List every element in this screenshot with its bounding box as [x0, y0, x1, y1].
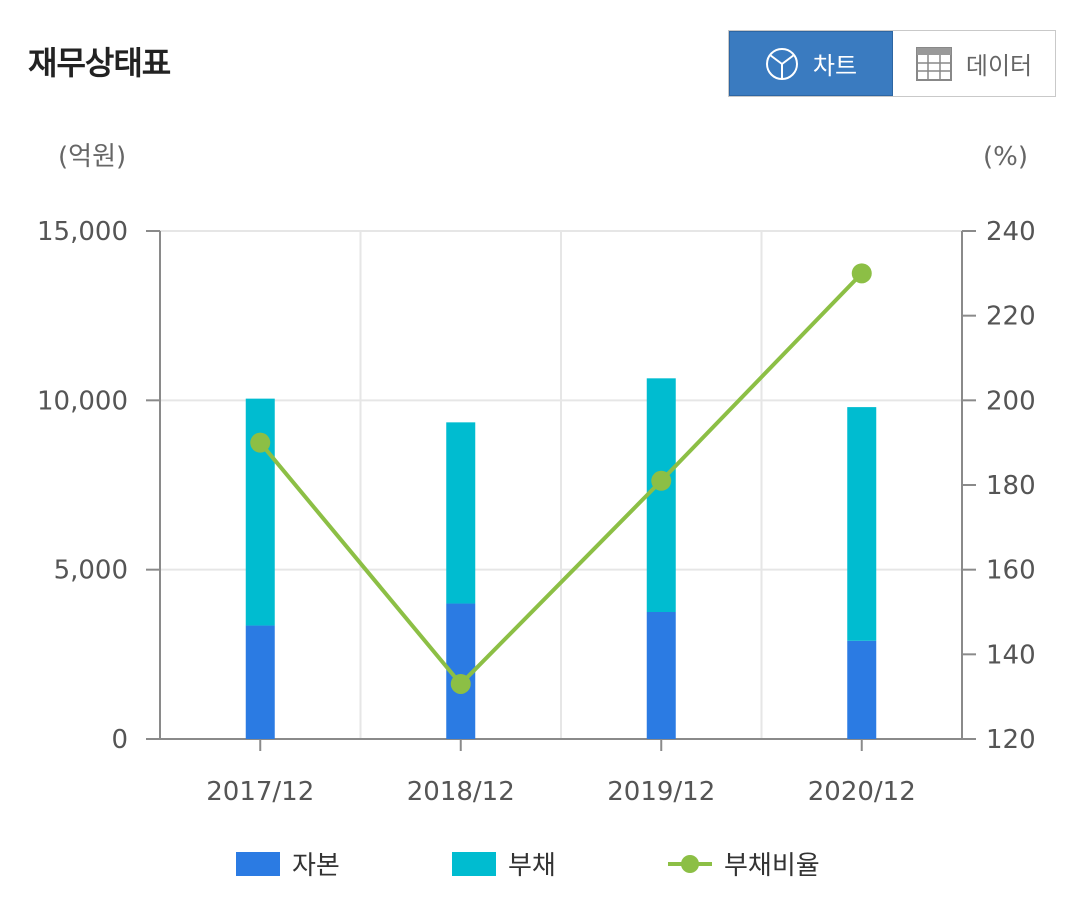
financial-chart: 15,000 10,000 5,000 0 240 220 200 180 160 140 120 (… [37, 142, 1036, 807]
legend-label-capital: 자본 [292, 851, 340, 881]
data-view-label: 데이터 [965, 52, 1033, 80]
left-axis-tick-label: 0 [111, 725, 128, 755]
left-axis-tick-label: 5,000 [54, 556, 128, 586]
right-axis-tick-label: 200 [986, 386, 1036, 416]
legend-swatch-debt [452, 851, 496, 876]
legend-swatch-capital [236, 851, 280, 876]
legend-item-capital[interactable]: 자본 [236, 845, 340, 882]
legend-label-ratio: 부채비율 [724, 851, 820, 881]
legend-swatch-ratio [668, 854, 712, 873]
right-axis-tick-label: 140 [986, 640, 1036, 670]
legend-item-debt[interactable]: 부채 [452, 845, 556, 882]
bar-debt [446, 422, 476, 604]
table-icon [915, 46, 952, 81]
point-debt-ratio [851, 263, 872, 284]
pie-chart-icon [765, 47, 799, 81]
bar-debt [847, 407, 877, 641]
view-toggle: 차트 데이터 [728, 30, 1056, 97]
x-axis-tick-label: 2018/12 [407, 777, 515, 807]
legend-label-debt: 부채 [508, 851, 556, 881]
series-line-debt-ratio [258, 271, 864, 686]
bar-capital [646, 612, 676, 739]
right-axis-tick-label: 160 [986, 556, 1036, 586]
chart-view-label: 차트 [812, 52, 858, 80]
right-axis-tick-label: 220 [986, 302, 1036, 332]
chart-legend: 자본 부채 부채비율 [0, 845, 1080, 885]
bar-debt [646, 378, 676, 612]
bar-capital [847, 640, 877, 739]
bar-capital [245, 625, 275, 739]
right-axis-tick-label: 180 [986, 471, 1036, 501]
data-view-button[interactable]: 데이터 [893, 31, 1055, 96]
legend-item-ratio[interactable]: 부채비율 [668, 845, 820, 882]
right-axis-tick-label: 120 [986, 725, 1036, 755]
x-axis-tick-label: 2020/12 [808, 777, 916, 807]
x-axis-tick-label: 2019/12 [607, 777, 715, 807]
chart-view-button[interactable]: 차트 [729, 31, 893, 96]
left-axis-unit: (억원) [58, 142, 126, 172]
right-axis-unit: (%) [983, 142, 1028, 172]
x-axis-tick-label: 2017/12 [206, 777, 314, 807]
left-axis-tick-label: 15,000 [37, 217, 128, 247]
right-axis-tick-label: 240 [986, 217, 1036, 247]
point-debt-ratio [450, 673, 471, 694]
point-debt-ratio [651, 470, 672, 491]
point-debt-ratio [250, 432, 271, 453]
page-title: 재무상태표 [28, 44, 171, 82]
left-axis-tick-label: 10,000 [37, 386, 128, 416]
